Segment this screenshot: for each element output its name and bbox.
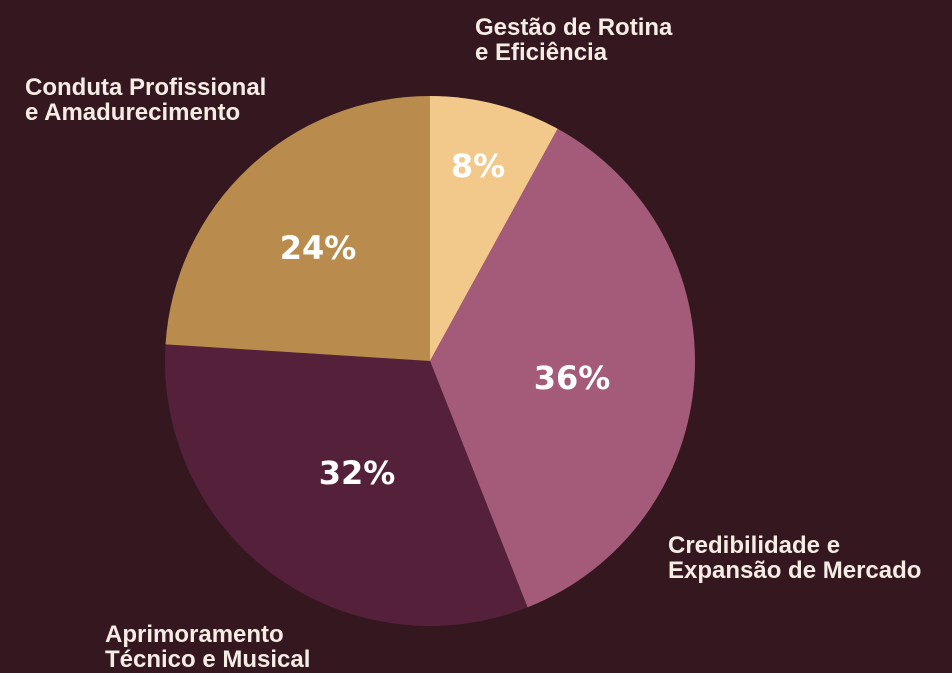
value-label: 36% <box>534 359 611 397</box>
value-label: 24% <box>280 229 357 267</box>
pie-slice <box>430 96 558 361</box>
slice-label: Credibilidade e Expansão de Mercado <box>668 532 922 584</box>
slice-label: Gestão de Rotina e Eficiência <box>475 14 673 66</box>
value-label: 8% <box>451 147 505 185</box>
slice-label: Conduta Profissional e Amadurecimento <box>25 74 267 126</box>
slice-label: Aprimoramento Técnico e Musical <box>105 621 311 673</box>
pie-slice <box>165 96 430 361</box>
pie-slice <box>430 128 695 608</box>
value-label: 32% <box>319 454 396 492</box>
pie-slice <box>164 344 528 626</box>
